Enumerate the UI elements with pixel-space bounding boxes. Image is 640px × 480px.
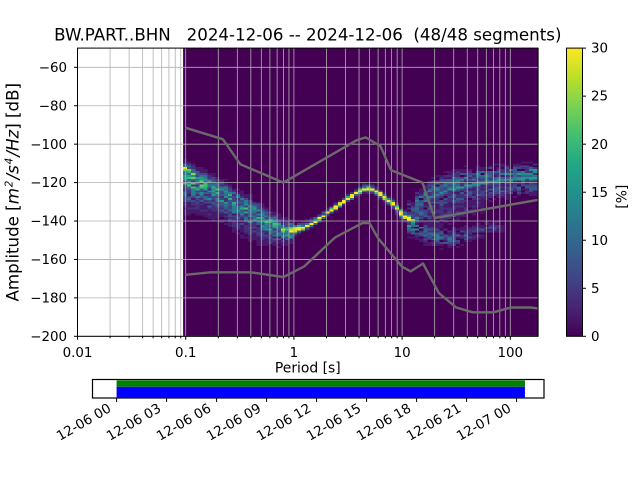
nhnm-noise-model-line [185, 126, 538, 220]
colorbar-tick-label: 0 [591, 330, 600, 345]
nlnm-noise-model-line [185, 221, 538, 314]
timeline-ticks [116, 398, 518, 402]
x-tick-label: 0.1 [175, 346, 196, 361]
x-tick-label: 0.01 [63, 346, 93, 361]
x-tick-labels: 0.01 0.1 1 10 100 [63, 346, 523, 361]
y-tick-label: −60 [39, 61, 67, 76]
colorbar: 0 5 10 15 20 25 30 [%] [566, 42, 631, 345]
timeline-data-bar [116, 386, 525, 398]
axes-frame [77, 47, 539, 337]
timeline-coverage-bar [116, 380, 525, 387]
axes-ticks [74, 66, 511, 340]
main-axes: 0.01 0.1 1 10 100 −200 −180 −160 −140 −120 −100 −80… [3, 26, 561, 377]
y-tick-label: −120 [30, 176, 67, 191]
colorbar-ticks [582, 47, 586, 337]
x-tick-label: 1 [290, 346, 299, 361]
y-tick-label: −180 [30, 291, 67, 306]
y-tick-label: −80 [39, 99, 67, 114]
plot-title: BW.PART..BHN 2024-12-06 -- 2024-12-06 (4… [54, 26, 561, 45]
colorbar-tick-label: 25 [591, 90, 608, 105]
colorbar-tick-label: 10 [591, 234, 608, 249]
colorbar-tick-label: 5 [591, 282, 600, 297]
colorbar-label: [%] [615, 185, 631, 209]
x-tick-label: 100 [498, 346, 524, 361]
colorbar-gradient [566, 48, 583, 337]
x-tick-label: 10 [394, 346, 411, 361]
colorbar-tick-label: 15 [591, 186, 608, 201]
y-tick-labels: −200 −180 −160 −140 −120 −100 −80 −60 [30, 61, 67, 345]
y-tick-label: −100 [30, 138, 67, 153]
y-tick-label: −200 [30, 330, 67, 345]
x-axis-label: Period [s] [275, 360, 341, 376]
y-tick-label: −160 [30, 253, 67, 268]
y-axis-label: Amplitude [m2​/s4​/Hz] [dB] [3, 83, 22, 302]
grid-lines [77, 48, 539, 337]
colorbar-tick-label: 20 [591, 138, 608, 153]
y-tick-label: −140 [30, 215, 67, 230]
colorbar-tick-label: 30 [591, 42, 608, 57]
